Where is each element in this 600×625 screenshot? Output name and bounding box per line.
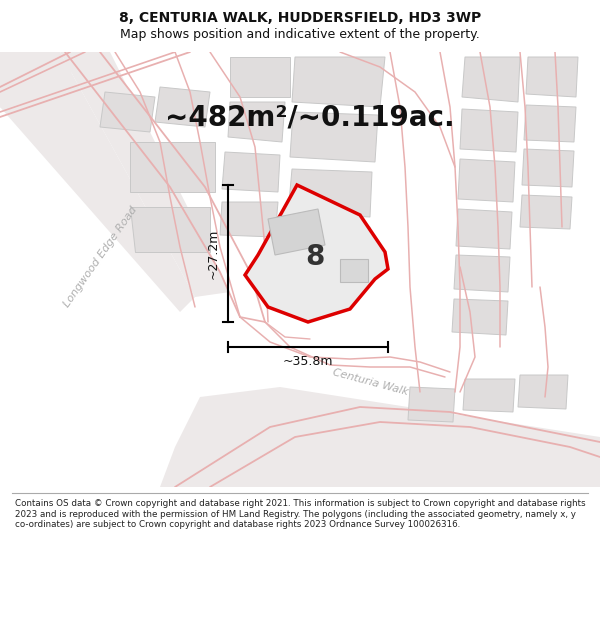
Polygon shape xyxy=(454,255,510,292)
Polygon shape xyxy=(155,87,210,127)
Text: 8: 8 xyxy=(305,243,325,271)
Polygon shape xyxy=(220,202,278,237)
Polygon shape xyxy=(452,299,508,335)
Polygon shape xyxy=(456,209,512,249)
Polygon shape xyxy=(292,57,385,107)
Polygon shape xyxy=(290,112,378,162)
Polygon shape xyxy=(230,57,290,97)
Polygon shape xyxy=(288,169,372,217)
Polygon shape xyxy=(518,375,568,409)
Polygon shape xyxy=(130,207,210,252)
Text: ~35.8m: ~35.8m xyxy=(283,355,333,368)
Polygon shape xyxy=(287,225,370,267)
Text: 8, CENTURIA WALK, HUDDERSFIELD, HD3 3WP: 8, CENTURIA WALK, HUDDERSFIELD, HD3 3WP xyxy=(119,11,481,26)
Polygon shape xyxy=(463,379,515,412)
Polygon shape xyxy=(460,109,518,152)
Polygon shape xyxy=(526,57,578,97)
Polygon shape xyxy=(522,149,574,187)
Polygon shape xyxy=(340,259,368,282)
Polygon shape xyxy=(0,52,195,312)
Text: ~482m²/~0.119ac.: ~482m²/~0.119ac. xyxy=(165,103,455,131)
Polygon shape xyxy=(524,105,576,142)
Polygon shape xyxy=(160,387,600,487)
Polygon shape xyxy=(60,52,230,297)
Polygon shape xyxy=(222,152,280,192)
Text: ~27.2m: ~27.2m xyxy=(207,228,220,279)
Polygon shape xyxy=(228,102,285,142)
Text: Contains OS data © Crown copyright and database right 2021. This information is : Contains OS data © Crown copyright and d… xyxy=(15,499,586,529)
Polygon shape xyxy=(268,209,325,255)
Polygon shape xyxy=(520,195,572,229)
Text: Centuria Walk: Centuria Walk xyxy=(331,367,409,397)
Polygon shape xyxy=(100,92,155,132)
Text: Map shows position and indicative extent of the property.: Map shows position and indicative extent… xyxy=(120,28,480,41)
Text: Longwood Edge Road: Longwood Edge Road xyxy=(61,205,139,309)
Polygon shape xyxy=(408,387,455,422)
Polygon shape xyxy=(130,142,215,192)
Polygon shape xyxy=(462,57,520,102)
Polygon shape xyxy=(458,159,515,202)
Polygon shape xyxy=(245,185,388,322)
